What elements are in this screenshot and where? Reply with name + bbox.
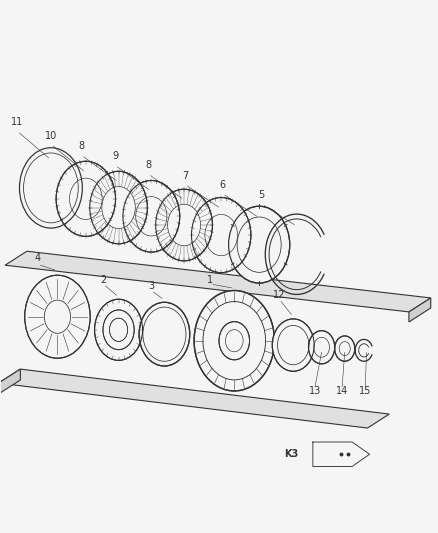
Text: 13: 13 xyxy=(309,386,321,396)
Polygon shape xyxy=(5,251,431,312)
Text: 10: 10 xyxy=(45,131,57,141)
Text: 7: 7 xyxy=(182,171,188,181)
Ellipse shape xyxy=(191,198,251,272)
Text: 5: 5 xyxy=(259,190,265,200)
Text: 2: 2 xyxy=(100,274,106,285)
Polygon shape xyxy=(0,369,20,394)
Text: 3: 3 xyxy=(148,281,154,291)
Ellipse shape xyxy=(56,161,116,236)
Ellipse shape xyxy=(25,275,90,358)
Text: 15: 15 xyxy=(359,386,371,396)
Ellipse shape xyxy=(335,336,355,361)
Ellipse shape xyxy=(155,189,212,261)
Ellipse shape xyxy=(95,299,143,360)
Text: K3: K3 xyxy=(284,449,298,459)
Ellipse shape xyxy=(272,319,314,372)
Text: 11: 11 xyxy=(11,117,23,127)
Text: 4: 4 xyxy=(35,253,41,263)
Ellipse shape xyxy=(139,302,190,366)
Ellipse shape xyxy=(219,321,250,360)
Ellipse shape xyxy=(103,310,134,350)
Ellipse shape xyxy=(308,330,335,364)
Text: 8: 8 xyxy=(78,141,85,151)
Polygon shape xyxy=(409,298,431,322)
Text: 1: 1 xyxy=(207,274,213,285)
Ellipse shape xyxy=(110,318,128,342)
Ellipse shape xyxy=(123,181,180,252)
Ellipse shape xyxy=(229,206,290,283)
Text: 12: 12 xyxy=(273,290,286,300)
Text: 8: 8 xyxy=(145,160,152,170)
Text: 14: 14 xyxy=(336,386,348,396)
Ellipse shape xyxy=(90,171,148,244)
Text: 6: 6 xyxy=(219,180,226,190)
Text: 9: 9 xyxy=(112,151,118,161)
Polygon shape xyxy=(0,369,389,428)
Ellipse shape xyxy=(194,290,275,391)
